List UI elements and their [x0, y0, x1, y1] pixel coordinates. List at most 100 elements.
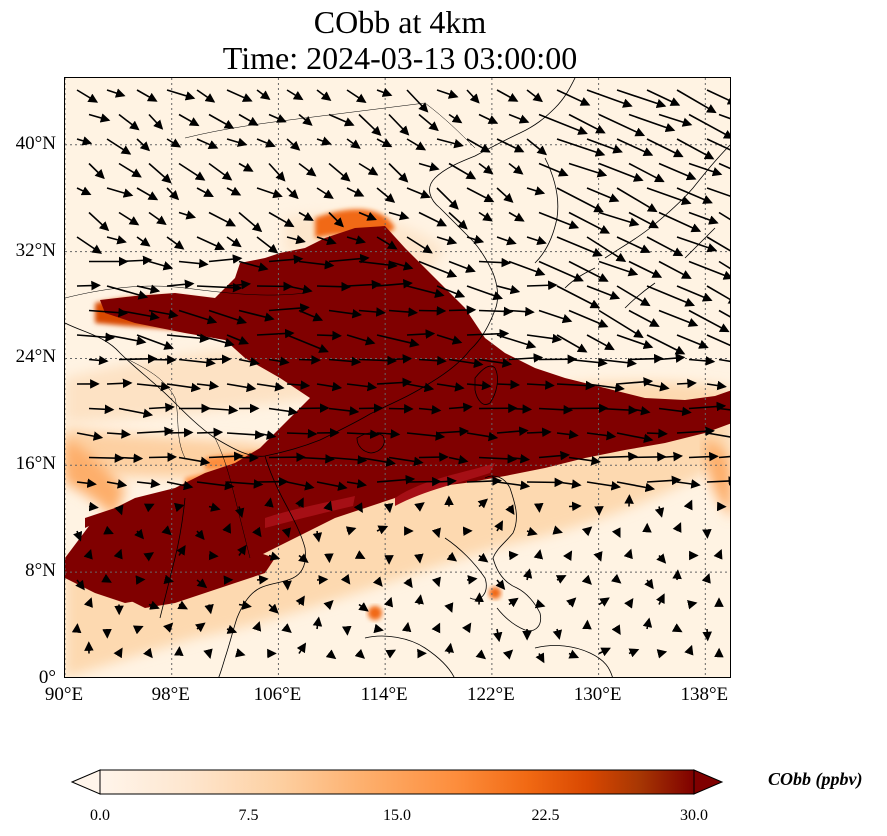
- wind-arrow: [586, 430, 617, 441]
- wind-arrow: [566, 597, 577, 608]
- wind-arrow: [166, 187, 180, 201]
- wind-arrow: [328, 406, 360, 416]
- wind-arrow: [414, 502, 425, 512]
- wind-arrow: [477, 552, 489, 563]
- high-concentration-plume: [65, 226, 730, 608]
- wind-arrow: [316, 481, 348, 491]
- wind-arrow: [568, 211, 611, 234]
- wind-arrow: [508, 550, 519, 561]
- wind-arrow: [178, 162, 206, 181]
- wind-arrow: [256, 187, 283, 199]
- map-title: CObb at 4km: [313, 4, 487, 40]
- wind-arrow: [406, 187, 431, 199]
- map-canvas: [65, 78, 730, 677]
- y-tick-label: 24°N: [15, 346, 56, 368]
- wind-arrow: [132, 625, 144, 635]
- wind-arrow: [238, 600, 252, 610]
- wind-arrow: [535, 652, 545, 664]
- wind-arrow: [106, 285, 149, 300]
- wind-arrow: [76, 186, 92, 196]
- wind-arrow: [295, 595, 305, 607]
- wind-arrow: [556, 187, 604, 213]
- wind-arrow: [444, 642, 454, 654]
- wind-arrow: [166, 480, 194, 491]
- wind-arrow: [345, 526, 357, 536]
- wind-arrow: [88, 211, 110, 232]
- wind-arrow: [178, 309, 218, 325]
- wind-arrow: [586, 138, 623, 154]
- wind-arrow: [658, 406, 692, 417]
- colorbar-label: CObb (ppbv): [768, 769, 863, 789]
- coastlines: [65, 78, 730, 677]
- wind-arrow: [196, 427, 224, 438]
- wind-vectors: [71, 87, 730, 664]
- wind-arrow: [477, 498, 488, 509]
- wind-arrow: [208, 502, 221, 512]
- wind-arrow: [76, 236, 103, 254]
- wind-arrow: [508, 306, 535, 317]
- wind-arrow: [268, 303, 310, 313]
- wind-arrow: [166, 279, 195, 290]
- wind-arrow: [346, 138, 361, 149]
- wind-arrow: [298, 553, 309, 563]
- wind-arrow: [88, 162, 105, 180]
- wind-arrow: [466, 138, 491, 153]
- wind-arrow: [507, 597, 519, 608]
- wind-arrow: [208, 162, 233, 181]
- wind-arrow: [628, 353, 664, 364]
- wind-arrow: [628, 211, 659, 229]
- wind-arrow: [718, 113, 730, 120]
- wind-arrow: [286, 284, 313, 295]
- wind-arrow: [676, 236, 718, 253]
- wind-arrow: [203, 648, 213, 659]
- wind-arrow: [556, 380, 596, 391]
- wind-arrow: [538, 113, 588, 135]
- wind-arrow: [616, 481, 656, 493]
- wind-arrow: [616, 285, 651, 307]
- wind-arrow: [706, 432, 730, 438]
- wind-arrow: [118, 453, 144, 464]
- wind-arrow: [316, 381, 343, 392]
- wind-arrow: [143, 552, 155, 562]
- wind-arrow: [646, 236, 684, 257]
- wind-arrow: [166, 236, 185, 250]
- wind-arrow: [76, 136, 93, 146]
- wind-arrow: [671, 623, 683, 633]
- wind-arrow: [568, 309, 609, 328]
- wind-arrow: [196, 334, 235, 348]
- wind-arrow: [312, 616, 323, 630]
- wind-arrow: [106, 138, 132, 155]
- wind-arrow: [406, 89, 429, 113]
- wind-arrow: [466, 234, 485, 245]
- wind-arrow: [196, 89, 216, 103]
- wind-arrow: [526, 186, 546, 196]
- wind-arrow: [346, 279, 382, 290]
- wind-arrow: [328, 455, 368, 465]
- wind-arrow: [143, 647, 153, 659]
- wind-arrow: [178, 258, 209, 269]
- wind-arrow: [508, 260, 546, 277]
- wind-arrow: [676, 285, 713, 302]
- wind-arrow: [676, 479, 701, 489]
- wind-arrow: [436, 334, 463, 345]
- wind-arrow: [448, 211, 468, 230]
- wind-arrow: [376, 474, 416, 485]
- wind-arrow: [616, 432, 654, 444]
- wind-arrow: [598, 357, 637, 368]
- wind-arrow: [496, 284, 521, 295]
- wind-arrow: [556, 89, 591, 106]
- wind-arrow: [552, 525, 563, 535]
- wind-arrow: [466, 380, 492, 391]
- wind-arrow: [113, 647, 123, 659]
- wind-arrow: [328, 162, 351, 182]
- wind-arrow: [718, 260, 730, 270]
- wind-arrow: [611, 527, 621, 539]
- wind-arrow: [496, 138, 525, 153]
- wind-arrow: [177, 600, 189, 610]
- wind-arrow: [656, 649, 668, 659]
- wind-arrow: [718, 358, 730, 363]
- wind-arrow: [672, 522, 682, 533]
- wind-arrow: [196, 282, 243, 293]
- wind-arrow: [166, 427, 194, 438]
- wind-arrow: [346, 187, 365, 197]
